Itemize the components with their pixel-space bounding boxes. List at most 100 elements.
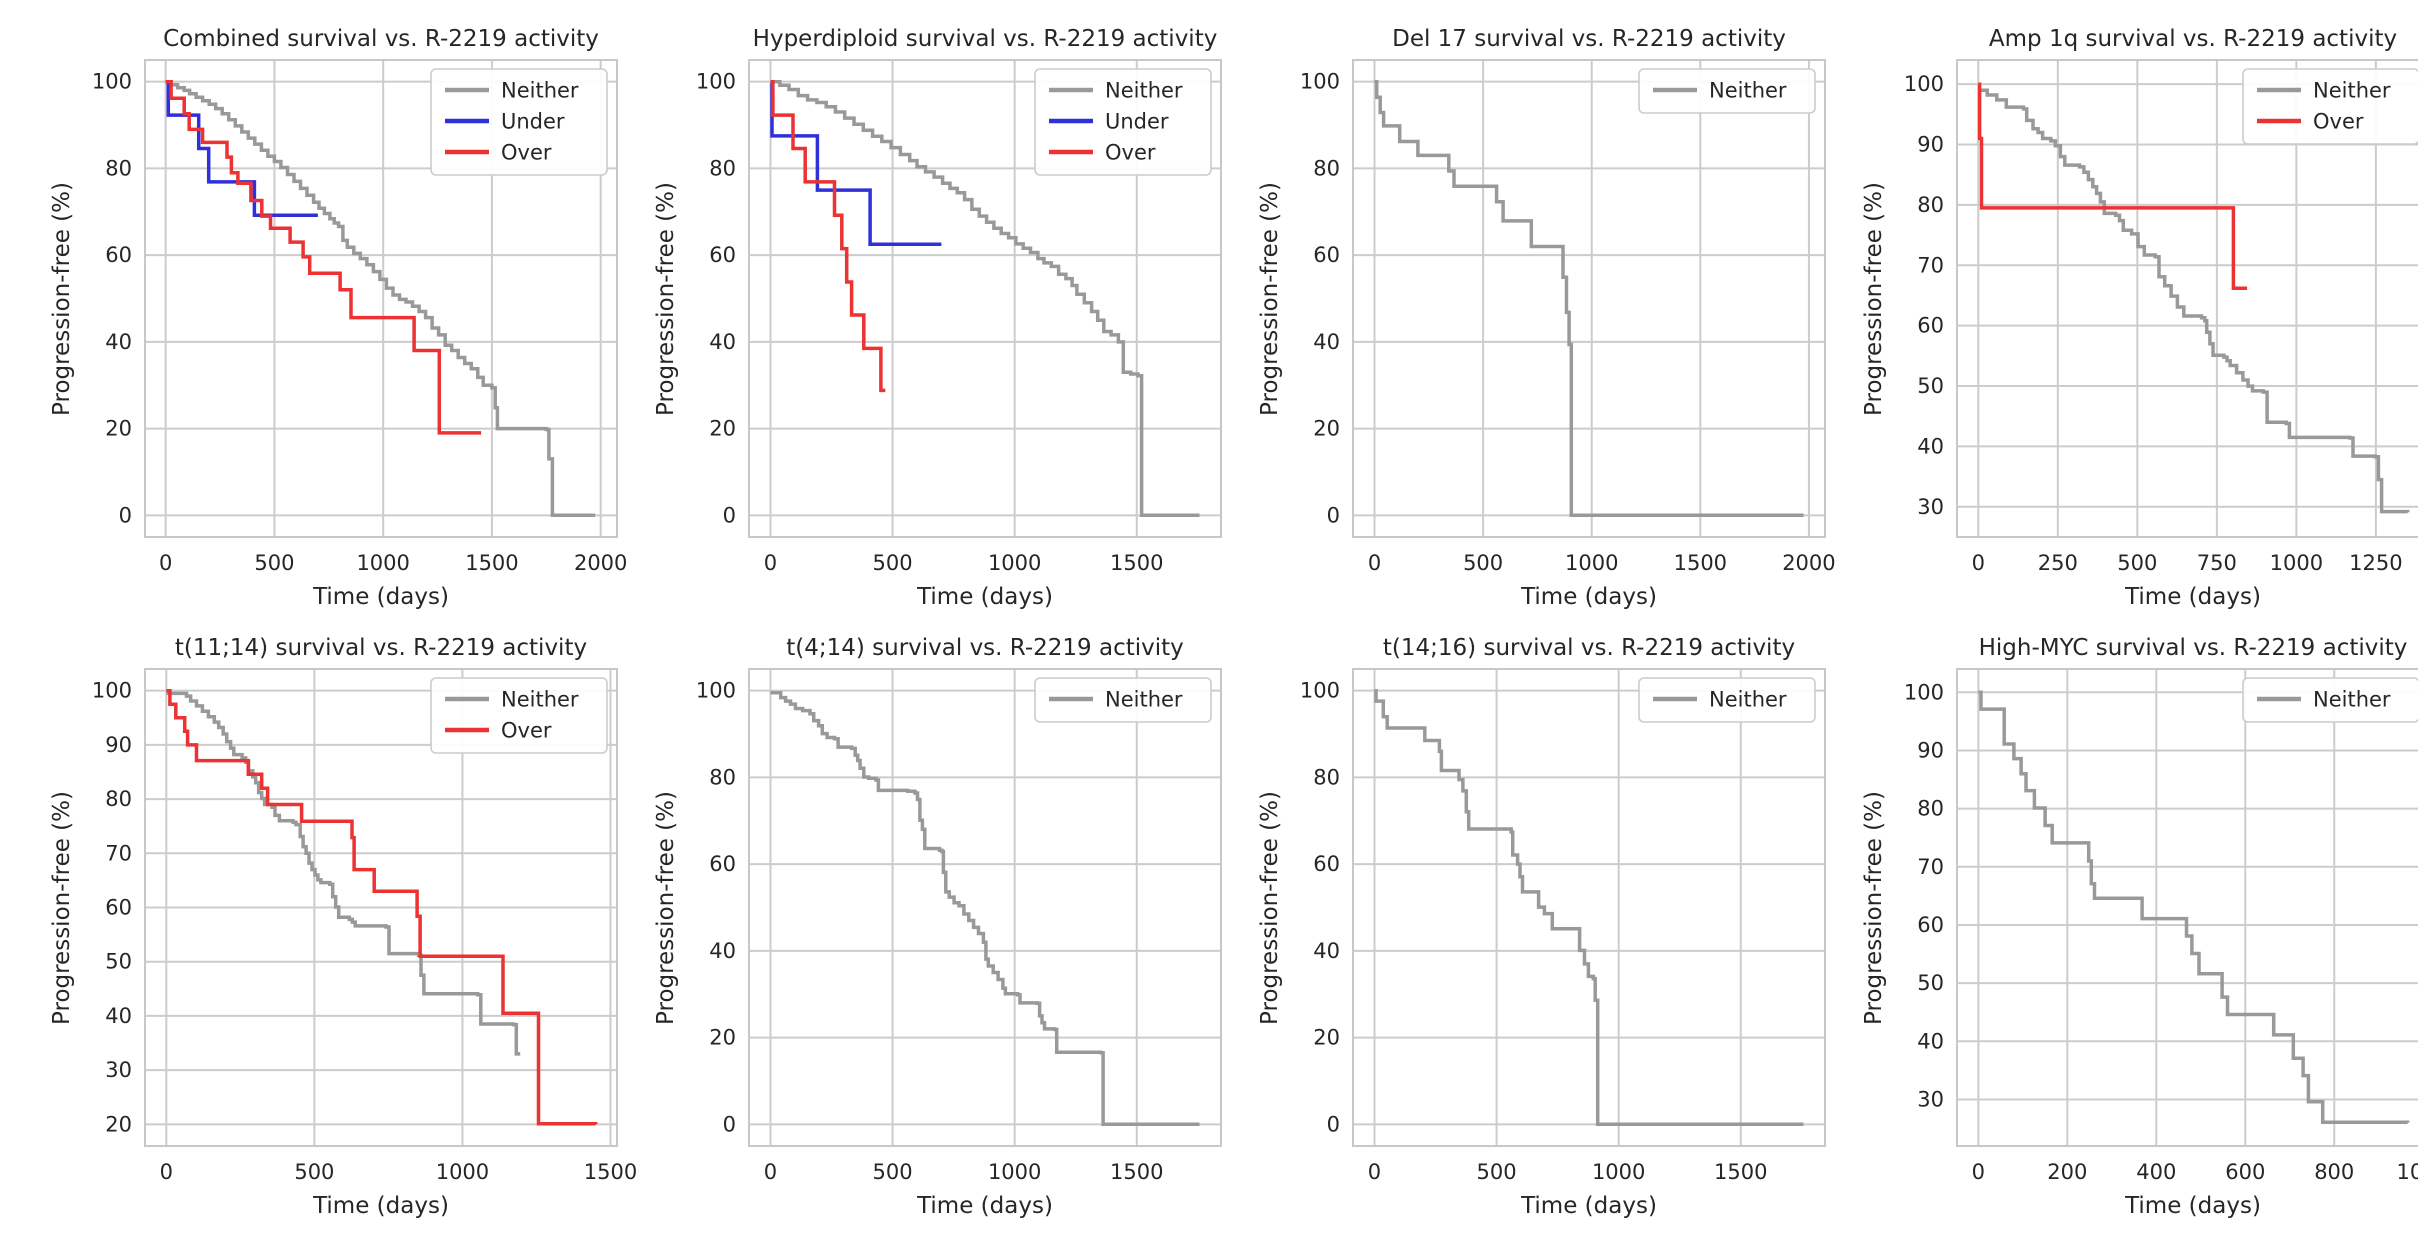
y-tick-label: 20 xyxy=(1313,1026,1340,1050)
plot-border xyxy=(748,59,1222,538)
x-tick-label: 500 xyxy=(2117,551,2157,575)
legend: Neither xyxy=(2242,677,2418,723)
y-tick-label: 40 xyxy=(1313,330,1340,354)
y-tick-label: 100 xyxy=(1904,680,1944,704)
y-tick-label: 0 xyxy=(119,503,132,527)
curves-group xyxy=(1374,688,1804,1127)
legend-label-over: Over xyxy=(501,141,552,165)
plot-canvas-combined: 0 500 1000 1500 2000 0 20 40 60 80 100 Neither Under… xyxy=(92,59,627,575)
km-curve-neither xyxy=(770,691,1200,1127)
km-curve-under xyxy=(165,79,318,217)
x-tick-label: 1500 xyxy=(1110,551,1163,575)
y-tick-label: 60 xyxy=(1313,243,1340,267)
x-tick-label: 1500 xyxy=(465,551,518,575)
y-tick-label: 40 xyxy=(105,1004,132,1028)
x-tick-label: 2000 xyxy=(574,551,627,575)
y-tick-label: 20 xyxy=(709,1026,736,1050)
x-tick-label: 0 xyxy=(1972,1160,1985,1184)
legend-box xyxy=(1034,677,1212,723)
x-tick-label: 1000 xyxy=(2396,1160,2418,1184)
y-tick-label: 100 xyxy=(696,679,736,703)
x-tick-label: 0 xyxy=(764,1160,777,1184)
y-tick-label: 100 xyxy=(1904,72,1944,96)
y-tick-label: 70 xyxy=(1917,855,1944,879)
legend-label-over: Over xyxy=(1105,141,1156,165)
curves-group xyxy=(770,691,1200,1127)
y-tick-label: 60 xyxy=(105,896,132,920)
km-curve-neither xyxy=(770,79,1200,518)
x-tick-label: 800 xyxy=(2314,1160,2354,1184)
y-tick-label: 90 xyxy=(105,733,132,757)
y-tick-label: 0 xyxy=(723,503,736,527)
plot-border xyxy=(1956,59,2418,538)
y-axis-label: Progression-free (%) xyxy=(1257,790,1284,1025)
y-tick-label: 50 xyxy=(1917,374,1944,398)
subplot-hyperdiploid: 0 500 1000 1500 0 20 40 60 80 100 Neither Under Over… xyxy=(644,16,1248,625)
x-tick-label: 500 xyxy=(873,1160,913,1184)
y-tick-label: 70 xyxy=(1917,253,1944,277)
x-tick-label: 1500 xyxy=(584,1160,637,1184)
y-tick-label: 100 xyxy=(92,679,132,703)
subplot-del17: 0 500 1000 1500 2000 0 20 40 60 80 100 Neither Del … xyxy=(1248,16,1852,625)
x-axis-label: Time (days) xyxy=(917,584,1053,610)
legend-label-neither: Neither xyxy=(2313,79,2391,103)
km-curve-neither xyxy=(1978,690,2410,1124)
km-curve-over xyxy=(166,688,598,1126)
plot-canvas-del17: 0 500 1000 1500 2000 0 20 40 60 80 100 Neither xyxy=(1300,59,1836,575)
curves-group xyxy=(1977,82,2410,514)
legend: Neither xyxy=(1034,677,1212,723)
y-tick-label: 20 xyxy=(1313,417,1340,441)
y-axis-label: Progression-free (%) xyxy=(1861,790,1888,1025)
y-tick-label: 60 xyxy=(1313,852,1340,876)
y-tick-label: 80 xyxy=(709,156,736,180)
plot-border xyxy=(1352,59,1826,538)
curves-group xyxy=(166,688,598,1126)
y-tick-label: 0 xyxy=(723,1112,736,1136)
x-tick-label: 0 xyxy=(1368,551,1381,575)
x-tick-label: 500 xyxy=(254,551,294,575)
y-tick-label: 20 xyxy=(709,417,736,441)
x-axis-label: Time (days) xyxy=(2125,584,2261,610)
legend-label-under: Under xyxy=(1105,110,1169,134)
plot-border xyxy=(1352,668,1826,1147)
x-tick-label: 1500 xyxy=(1674,551,1727,575)
y-tick-label: 80 xyxy=(1313,156,1340,180)
x-axis-label: Time (days) xyxy=(313,584,449,610)
y-tick-label: 80 xyxy=(709,765,736,789)
chart-title: Combined survival vs. R-2219 activity xyxy=(163,26,599,52)
subplot-t11-14: 0 500 1000 1500 20 30 40 50 60 70 80 90 100 Neither Ov… xyxy=(40,625,644,1234)
chart-title: Hyperdiploid survival vs. R-2219 activit… xyxy=(752,26,1218,52)
x-tick-label: 1000 xyxy=(1565,551,1618,575)
y-tick-label: 80 xyxy=(1917,797,1944,821)
legend-label-over: Over xyxy=(2313,110,2364,134)
legend-label-neither: Neither xyxy=(1105,79,1183,103)
y-axis-label: Progression-free (%) xyxy=(653,790,680,1025)
x-tick-label: 500 xyxy=(873,551,913,575)
subplot-amp1q: 0 250 500 750 1000 1250 30 40 50 60 70 80 90 100 Neith… xyxy=(1852,16,2418,625)
plot-canvas-t14-16: 0 500 1000 1500 0 20 40 60 80 100 Neither xyxy=(1300,668,1826,1184)
y-tick-label: 100 xyxy=(92,70,132,94)
km-curve-over xyxy=(1977,82,2248,290)
legend-box xyxy=(430,68,608,176)
plot-canvas-amp1q: 0 250 500 750 1000 1250 30 40 50 60 70 80 90 100 Neith… xyxy=(1904,59,2418,575)
subplot-t4-14: 0 500 1000 1500 0 20 40 60 80 100 Neither t(4;14) … xyxy=(644,625,1248,1234)
legend: Neither Under Over xyxy=(1034,68,1212,176)
y-tick-label: 40 xyxy=(1313,939,1340,963)
x-tick-label: 500 xyxy=(294,1160,334,1184)
km-curve-neither xyxy=(166,691,521,1056)
x-tick-label: 0 xyxy=(764,551,777,575)
legend-box xyxy=(1638,68,1816,114)
x-tick-label: 1000 xyxy=(436,1160,489,1184)
plot-border xyxy=(144,668,618,1147)
y-tick-label: 60 xyxy=(1917,314,1944,338)
y-axis-label: Progression-free (%) xyxy=(1861,181,1888,416)
x-axis-label: Time (days) xyxy=(917,1193,1053,1219)
y-tick-label: 20 xyxy=(105,1112,132,1136)
legend: Neither xyxy=(1638,68,1816,114)
x-tick-label: 0 xyxy=(159,551,172,575)
y-tick-label: 60 xyxy=(105,243,132,267)
plot-border xyxy=(144,59,618,538)
y-tick-label: 30 xyxy=(1917,1087,1944,1111)
y-tick-label: 80 xyxy=(105,156,132,180)
